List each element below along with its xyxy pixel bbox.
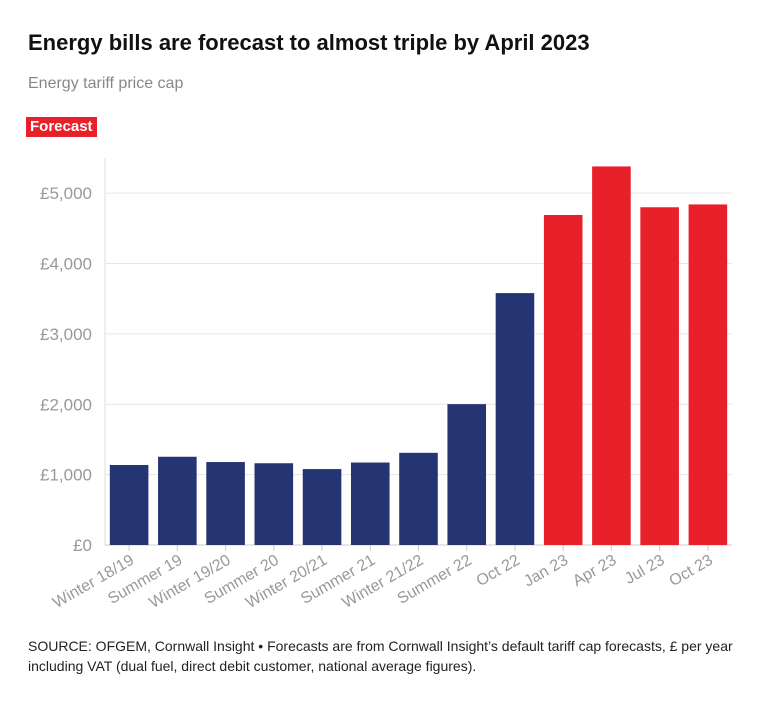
x-tick-label: Oct 22 [474,552,523,590]
bar-jan-23 [543,214,583,545]
bar-summer-19 [158,456,197,545]
chart-title: Energy bills are forecast to almost trip… [28,30,590,55]
y-tick-label: £0 [73,536,92,555]
bar-summer-21 [350,462,390,545]
x-tick-label: Jul 23 [622,552,668,588]
x-tick-label: Apr 23 [570,552,619,590]
y-tick-label: £3,000 [40,325,92,344]
y-axis: £0 £1,000 £2,000 £3,000 £4,000 £5,000 [40,184,92,555]
bars [109,166,728,545]
x-tick-label: Jan 23 [521,552,571,591]
y-tick-label: £1,000 [40,466,92,485]
bar-winter-20-21 [302,469,342,545]
bar-winter-21-22 [399,452,438,545]
bar-oct-22 [495,293,535,545]
y-tick-label: £5,000 [40,184,92,203]
source-note: SOURCE: OFGEM, Cornwall Insight • Foreca… [28,638,733,674]
chart-subtitle: Energy tariff price cap [28,75,184,92]
bar-summer-22 [447,404,487,545]
bar-jul-23 [640,207,679,545]
bar-winter-18-19 [109,464,149,545]
y-tick-label: £4,000 [40,255,92,274]
bar-winter-19-20 [206,462,245,545]
bar-oct-23 [688,204,728,545]
bar-summer-20 [254,463,294,545]
bar-apr-23 [592,166,631,545]
x-tick-label: Oct 23 [667,552,716,590]
y-tick-label: £2,000 [40,395,92,414]
forecast-legend-badge: Forecast [26,117,97,137]
